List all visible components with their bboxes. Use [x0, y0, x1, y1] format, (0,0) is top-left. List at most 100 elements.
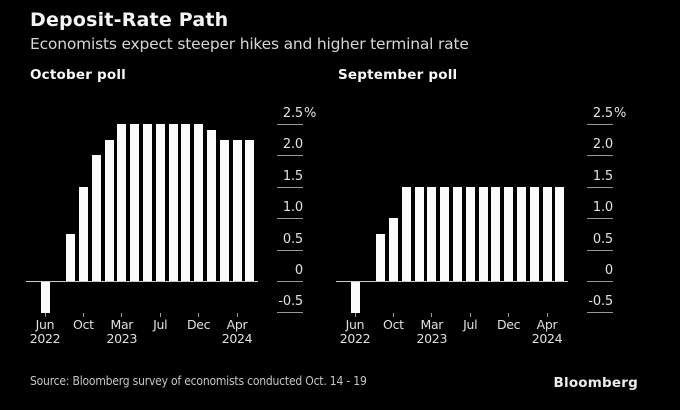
bloomberg-logo: Bloomberg: [553, 375, 638, 391]
x-axis-label-month: Jul: [153, 317, 168, 332]
zero-baseline: [336, 281, 568, 282]
bar: [78, 186, 88, 281]
y-grid-tick: [277, 312, 303, 314]
y-axis-label: -0.5: [278, 294, 303, 310]
x-axis-label-year: 2023: [416, 331, 448, 346]
y-grid-tick: [277, 249, 303, 251]
y-grid-tick: [277, 124, 303, 125]
x-axis-label-month: Mar: [420, 317, 444, 332]
bar: [376, 233, 386, 281]
x-axis-label-month: Oct: [383, 317, 404, 332]
bar: [491, 186, 501, 281]
y-grid-tick: [587, 249, 613, 251]
x-axis-tick: [546, 313, 548, 317]
y-axis-label: 0: [604, 263, 613, 278]
bar: [219, 139, 229, 281]
x-axis-label-year: 2024: [531, 331, 563, 346]
y-axis-unit-suffix: %: [304, 106, 317, 121]
september-poll-chart: 2.5% 2.0 1.5 1.0 0.5 0 -0.5 Jun 2022 Oct Mar 2023 Ju…: [336, 100, 636, 352]
zero-baseline: [26, 281, 258, 282]
x-axis-label-year: 2024: [221, 331, 253, 346]
x-axis-tick: [236, 313, 238, 317]
bar: [117, 124, 127, 281]
bar: [66, 233, 76, 281]
bar: [401, 186, 411, 281]
x-axis-label-month: Jun: [345, 317, 365, 332]
panel-title-october-poll: October poll: [30, 67, 126, 83]
y-grid-tick: [277, 155, 303, 157]
y-axis-label: 1.0: [282, 200, 303, 216]
x-axis-tick: [82, 313, 84, 317]
y-axis-label: 2.0: [592, 137, 613, 153]
x-axis-tick: [392, 313, 394, 317]
bar: [555, 186, 565, 281]
bar: [181, 124, 191, 281]
y-axis-label: 0.5: [592, 231, 613, 247]
bar: [516, 186, 526, 281]
bar: [452, 186, 462, 281]
y-grid-tick: [587, 124, 613, 125]
bar: [529, 186, 539, 281]
bar: [478, 186, 488, 281]
bar: [168, 124, 178, 281]
x-axis-label-month: Oct: [73, 317, 94, 332]
x-axis-label-year: 2022: [339, 331, 371, 346]
bar: [104, 139, 114, 281]
bar: [245, 139, 255, 281]
y-axis-label: 2.5: [282, 106, 303, 121]
x-axis-label-month: Apr: [226, 317, 248, 332]
y-grid-tick: [587, 155, 613, 157]
y-axis-label: 0: [294, 263, 303, 278]
x-axis-label-month: Apr: [536, 317, 558, 332]
x-axis-label-month: Dec: [186, 317, 211, 332]
y-axis-label: 1.5: [592, 168, 613, 184]
x-axis-label-month: Jun: [35, 317, 55, 332]
bar: [40, 282, 50, 314]
x-axis-tick: [44, 313, 46, 317]
x-axis-tick: [469, 313, 471, 317]
x-axis-label-month: Mar: [110, 317, 134, 332]
y-grid-tick: [277, 186, 303, 188]
bar: [155, 124, 165, 281]
bar: [388, 218, 398, 281]
x-axis-tick: [198, 313, 200, 317]
bar: [465, 186, 475, 281]
page-title: Deposit-Rate Path: [30, 9, 229, 31]
bar: [206, 130, 216, 281]
october-poll-chart: 2.5% 2.0 1.5 1.0 0.5 0 -0.5 Jun 2022 Oct Mar 2023 Ju…: [26, 100, 326, 352]
x-axis-tick: [354, 313, 356, 317]
bar: [350, 282, 360, 314]
bar: [427, 186, 437, 281]
y-grid-tick: [587, 218, 613, 220]
bar: [414, 186, 424, 281]
bar: [130, 124, 140, 281]
y-axis-label: -0.5: [588, 294, 613, 310]
x-axis-label-month: Jul: [463, 317, 478, 332]
y-grid-tick: [277, 218, 303, 220]
x-axis-label-year: 2022: [29, 331, 61, 346]
x-axis-tick: [159, 313, 161, 317]
panel-title-september-poll: September poll: [338, 67, 458, 83]
bar: [142, 124, 152, 281]
x-axis-tick: [121, 313, 123, 317]
y-grid-tick: [587, 281, 613, 282]
bar: [91, 155, 101, 281]
y-axis-label: 1.0: [592, 200, 613, 216]
bar: [440, 186, 450, 281]
page-subtitle: Economists expect steeper hikes and high…: [30, 35, 469, 53]
y-grid-tick: [587, 312, 613, 314]
y-axis-label: 2.5: [592, 106, 613, 121]
y-axis-label: 0.5: [282, 231, 303, 247]
x-axis-label-month: Dec: [496, 317, 521, 332]
x-axis-tick: [431, 313, 433, 317]
y-grid-tick: [587, 186, 613, 188]
x-axis-label-year: 2023: [106, 331, 138, 346]
source-note: Source: Bloomberg survey of economists c…: [30, 374, 367, 388]
y-axis-label: 1.5: [282, 168, 303, 184]
x-axis-tick: [508, 313, 510, 317]
y-axis-label: 2.0: [282, 137, 303, 153]
bar: [232, 139, 242, 281]
bar: [194, 124, 204, 281]
bar: [542, 186, 552, 281]
y-axis-unit-suffix: %: [614, 106, 627, 121]
